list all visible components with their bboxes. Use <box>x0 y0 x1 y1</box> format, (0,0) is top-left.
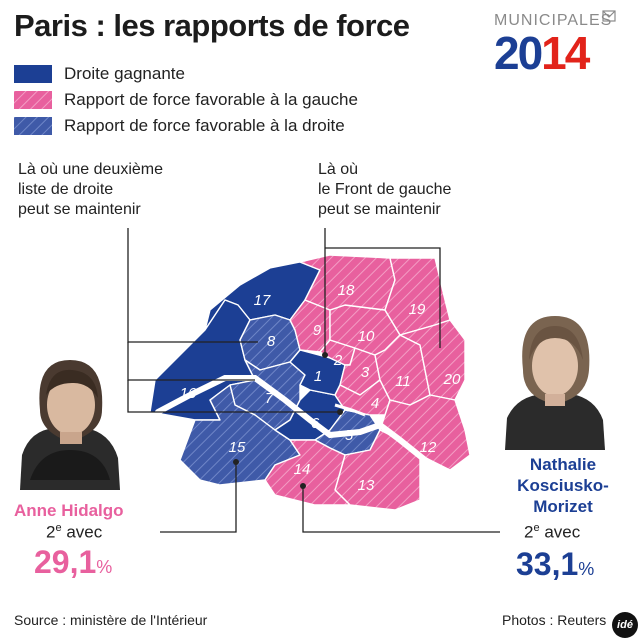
label-arr-16: 16 <box>180 385 197 402</box>
seine-river <box>155 375 458 481</box>
candidate-rank-hidalgo: 2e avec <box>46 522 103 542</box>
brand-year: 2014 <box>494 27 590 79</box>
label-arr-1: 1 <box>314 368 322 385</box>
label-arr-9: 9 <box>313 322 322 339</box>
label-arr-6: 6 <box>311 415 320 432</box>
label-arr-7: 7 <box>265 390 274 407</box>
label-arr-10: 10 <box>358 328 375 345</box>
hidalgo-photo <box>20 360 120 490</box>
legend-swatch-solid-blue <box>14 65 52 83</box>
label-arr-8: 8 <box>267 333 276 350</box>
ile-de-la-cite <box>334 403 366 417</box>
ide-logo: idé <box>612 612 638 638</box>
label-arr-5: 5 <box>345 427 354 444</box>
leader-line-nkm <box>302 486 500 533</box>
candidate-percentage-hidalgo: 29,1% <box>34 544 113 580</box>
label-arr-2: 2 <box>333 352 343 369</box>
leader-line-right-20 <box>325 247 441 348</box>
label-arr-18: 18 <box>338 282 355 299</box>
page-title: Paris : les rapports de force <box>14 8 410 43</box>
label-arr-13: 13 <box>358 477 375 494</box>
legend-label: Rapport de force favorable à la gauche <box>64 90 358 109</box>
label-arr-15: 15 <box>229 439 246 456</box>
legend-swatch-hatched-pink <box>14 91 52 109</box>
legend-label: Rapport de force favorable à la droite <box>64 116 345 135</box>
note-deuxieme-liste-droite: Là où une deuxième liste de droite peut … <box>18 161 163 218</box>
label-arr-17: 17 <box>254 292 271 309</box>
municipales-2014-logo: MUNICIPALES 2014 <box>494 10 616 82</box>
source-credit: Source : ministère de l'Intérieur <box>14 612 208 628</box>
brand-kicker: MUNICIPALES <box>494 12 613 29</box>
legend-swatch-hatched-blue <box>14 117 52 135</box>
candidate-percentage-nkm: 33,1% <box>516 546 595 582</box>
legend-label: Droite gagnante <box>64 64 185 83</box>
legend-item-droite-gagnante: Droite gagnante <box>14 64 185 84</box>
candidate-name-nkm: Nathalie Kosciusko- Morizet <box>517 455 609 516</box>
label-arr-11: 11 <box>395 373 411 390</box>
nkm-photo <box>505 316 605 450</box>
label-arr-20: 20 <box>443 371 461 388</box>
leader-line-left-5 <box>127 380 340 413</box>
label-arr-12: 12 <box>420 439 437 456</box>
label-arr-4: 4 <box>371 395 379 412</box>
label-arr-19: 19 <box>409 301 426 318</box>
label-arr-3: 3 <box>361 364 370 381</box>
legend-item-favorable-gauche: Rapport de force favorable à la gauche <box>14 90 358 110</box>
arrondissement-14 <box>264 439 351 506</box>
note-front-de-gauche: Là où le Front de gauche peut se mainten… <box>318 161 452 218</box>
label-arr-14: 14 <box>294 461 311 478</box>
photo-credit: Photos : Reuters <box>502 612 607 628</box>
candidate-rank-nkm: 2e avec <box>524 522 581 542</box>
candidate-name-hidalgo: Anne Hidalgo <box>14 501 124 520</box>
envelope-icon <box>602 10 616 22</box>
legend-item-favorable-droite: Rapport de force favorable à la droite <box>14 116 345 136</box>
leader-line-hidalgo <box>160 462 237 533</box>
